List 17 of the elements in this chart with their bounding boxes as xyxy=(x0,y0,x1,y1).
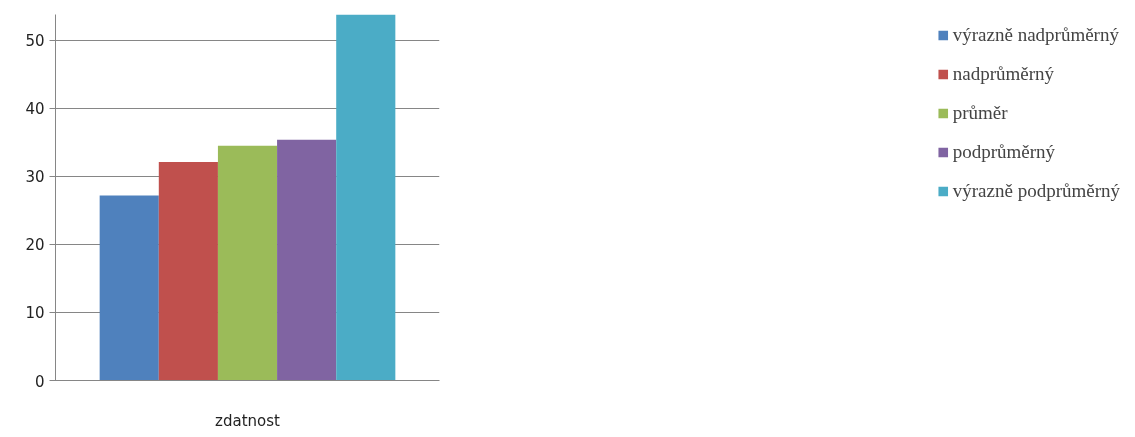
bar xyxy=(277,139,337,381)
legend-label: podprůměrný xyxy=(952,141,1056,163)
legend-label: průměr xyxy=(952,102,1008,124)
bar xyxy=(158,162,218,381)
y-tick-label: 30 xyxy=(25,168,45,187)
y-tick-label: 40 xyxy=(25,100,45,119)
x-tick-label: zdatnost xyxy=(215,411,281,430)
bar xyxy=(217,145,278,381)
bar xyxy=(99,195,159,381)
y-tick-label: 10 xyxy=(25,304,45,323)
legend-label: výrazně nadprůměrný xyxy=(952,24,1119,46)
y-tick-label: 20 xyxy=(25,236,45,255)
legend-label: nadprůměrný xyxy=(952,63,1055,85)
y-tick-label: 50 xyxy=(25,32,45,51)
bar xyxy=(336,14,396,381)
legend-label: výrazně podprůměrný xyxy=(952,180,1120,202)
y-tick-label: 0 xyxy=(34,372,45,391)
